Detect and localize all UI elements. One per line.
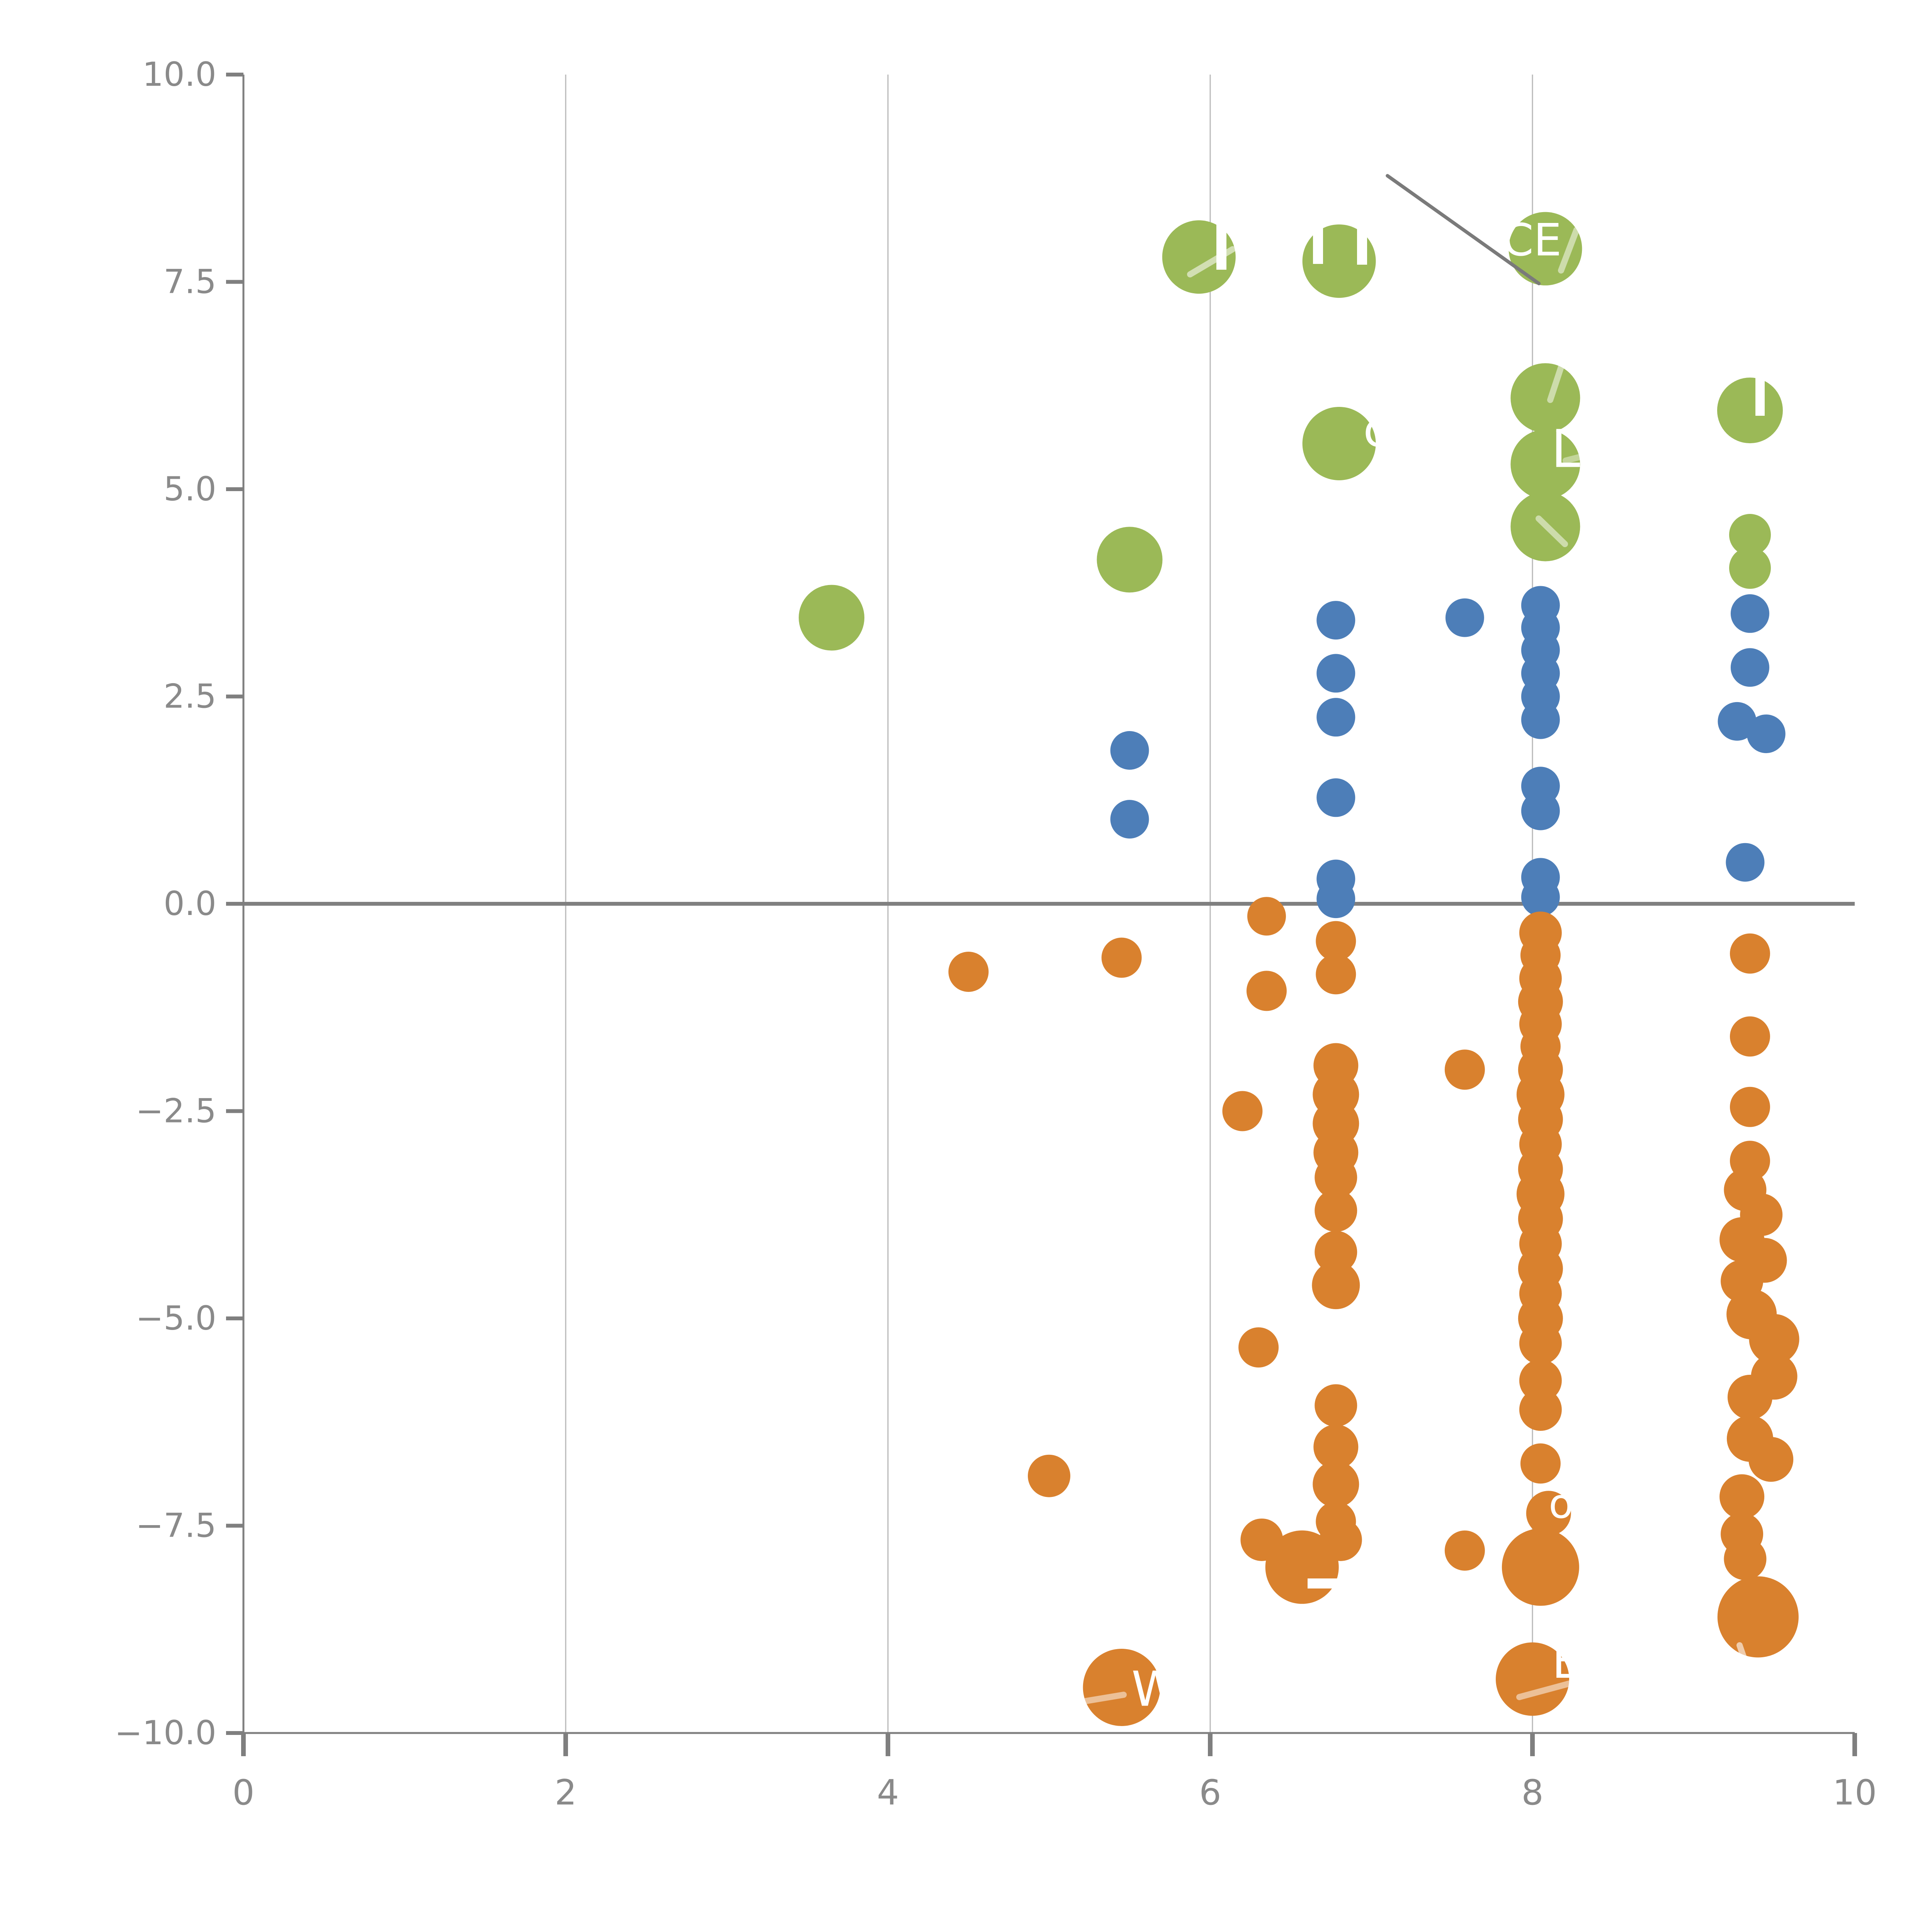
orange-data-point [1748,1437,1794,1482]
label-slash [1547,358,1566,403]
orange-data-point [1520,1443,1561,1484]
green-data-point [1729,514,1771,556]
y-tick-label: 2.5 [163,677,216,716]
blue-data-point [1747,714,1786,753]
blue-data-point [1718,702,1757,741]
x-tick-label: 10 [1833,1772,1877,1813]
blue-data-point [1316,601,1355,640]
orange-data-point [1222,1091,1263,1131]
point-label: CE [1503,214,1562,266]
orange-data-point [1519,1322,1562,1365]
x-tick-label: 0 [232,1772,254,1813]
orange-data-point [1083,1648,1160,1726]
blue-data-point [1110,731,1149,770]
y-tick-label: −5.0 [136,1299,216,1338]
y-tick-label: −10.0 [114,1714,216,1752]
blue-data-point [1316,698,1355,737]
orange-data-point [1519,1388,1562,1431]
point-label: o [1549,1480,1573,1527]
orange-data-point [1101,937,1142,978]
label-fragment [1313,219,1323,264]
orange-data-point [1502,1528,1579,1606]
label-fragment [1357,222,1367,265]
blue-data-point [1726,843,1765,882]
y-tick-label: −2.5 [136,1092,216,1131]
green-data-point [1729,547,1771,589]
x-tick-label: 2 [554,1772,577,1813]
y-tick-label: 7.5 [163,263,216,301]
x-tick-label: 6 [1199,1772,1221,1813]
blue-data-point [1110,800,1149,839]
orange-data-point [1730,1016,1770,1057]
green-data-point [1510,429,1580,499]
blue-data-point [1316,654,1355,693]
blue-data-point [1521,791,1560,830]
orange-data-point [1315,1231,1357,1274]
blue-data-point [1521,878,1560,917]
orange-data-point [1444,1049,1485,1090]
annotation-line [1386,174,1541,286]
orange-data-point [1265,1530,1339,1604]
y-tick-label: −7.5 [136,1507,216,1545]
x-tick-label: 8 [1521,1772,1543,1813]
orange-data-point [1727,1374,1772,1420]
blue-data-point [1730,648,1769,687]
label-fragment [1755,370,1765,416]
green-data-point [1510,363,1580,433]
orange-data-point [1316,921,1356,961]
orange-data-point [948,951,989,992]
label-fragment [1216,219,1226,270]
orange-data-point [1313,1424,1359,1469]
orange-data-point [1313,1461,1359,1508]
x-tick-label: 4 [877,1772,899,1813]
blue-data-point [1316,879,1355,918]
y-tick-label: 5.0 [163,470,216,509]
point-label: c [1363,402,1390,458]
label-slash [1558,227,1580,274]
orange-data-point [1312,1261,1360,1310]
blue-data-point [1521,700,1560,739]
point-label: B [1552,1634,1584,1689]
point-label: L [1551,419,1580,480]
orange-data-point [1496,1642,1569,1716]
label-slash [1060,1692,1127,1708]
orange-data-point [1724,1537,1767,1580]
label-slash [1736,1642,1756,1686]
y-tick-label: 10.0 [143,55,216,94]
blue-data-point [1445,598,1484,637]
orange-data-point [1238,1327,1279,1368]
orange-data-point [1730,1087,1770,1127]
y-tick-label: 0.0 [163,884,216,923]
orange-data-point [1246,971,1287,1011]
blue-data-point [1730,594,1769,633]
blue-data-point [1316,778,1355,817]
orange-data-point [1315,1156,1357,1199]
orange-data-point [1247,897,1286,936]
orange-data-point [1730,933,1770,974]
label-slash [1187,246,1236,277]
point-label: W [1131,1662,1179,1718]
green-data-point [1097,527,1163,593]
label-fragment [1308,1578,1340,1588]
orange-data-point [1526,1491,1571,1536]
orange-data-point [1315,1189,1357,1232]
green-data-point [799,585,865,651]
green-data-point [1302,406,1376,480]
orange-data-point [1028,1454,1070,1497]
label-slash [1563,444,1620,464]
orange-data-point [1315,1384,1357,1427]
orange-data-point [1717,1576,1799,1658]
label-slash [1536,515,1568,547]
label-slash [1516,1679,1580,1700]
orange-data-point [1749,1314,1799,1364]
orange-data-point [1444,1530,1485,1571]
orange-data-point [1316,954,1356,995]
orange-data-point [1719,1474,1765,1519]
green-data-point [1717,378,1783,444]
